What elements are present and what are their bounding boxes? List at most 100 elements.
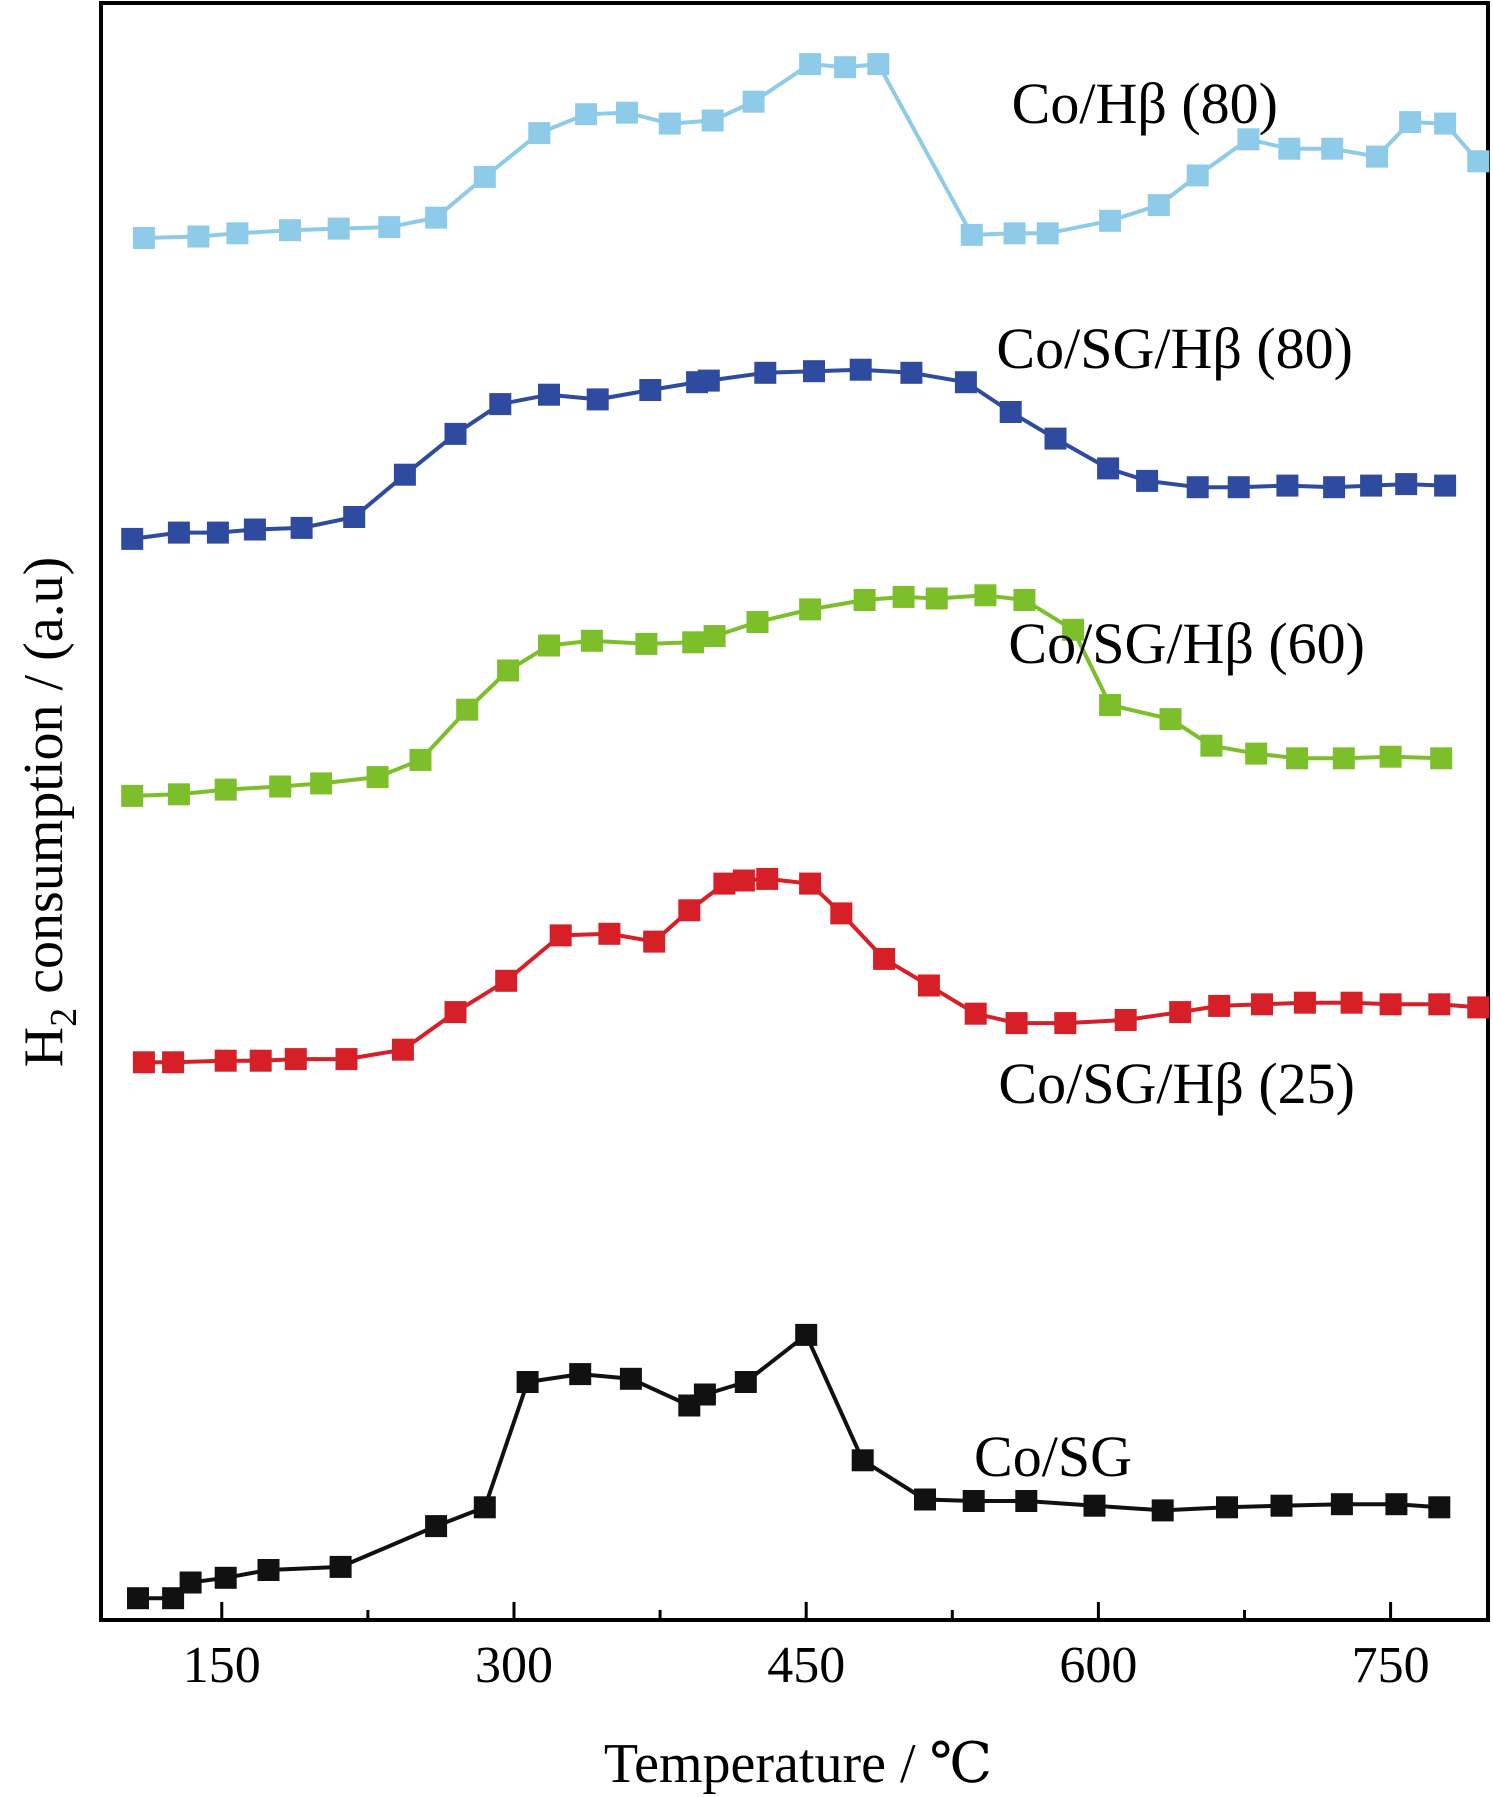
data-point <box>1379 745 1402 768</box>
data-point <box>1216 1496 1238 1519</box>
data-point <box>425 206 448 229</box>
data-point <box>214 1566 237 1589</box>
data-point <box>1036 222 1059 245</box>
data-point <box>598 922 621 945</box>
data-point <box>1097 457 1120 480</box>
data-point <box>742 90 765 113</box>
data-point <box>249 1049 272 1072</box>
data-point <box>575 103 598 126</box>
data-point <box>697 369 720 392</box>
series-label: Co/SG/Hβ (60) <box>1008 611 1365 676</box>
data-point <box>206 521 229 544</box>
data-point <box>538 383 560 406</box>
data-point <box>851 1449 874 1472</box>
y-axis-title-h: H <box>13 1027 75 1067</box>
data-point <box>1321 137 1344 160</box>
data-point <box>1276 474 1299 497</box>
data-point <box>1251 993 1273 1016</box>
data-point <box>954 371 977 394</box>
data-point <box>1186 164 1209 187</box>
x-axis-ticks: 150 300 450 600 750 <box>183 1602 1430 1694</box>
data-point <box>378 216 401 239</box>
data-point <box>179 1571 202 1594</box>
x-tick-label: 750 <box>1352 1637 1430 1694</box>
data-point <box>962 1490 985 1512</box>
data-point <box>1208 994 1231 1017</box>
data-point <box>425 1515 448 1538</box>
data-point <box>327 217 350 240</box>
data-point <box>1467 150 1490 173</box>
data-point <box>409 748 432 771</box>
data-point <box>1003 222 1026 245</box>
data-point <box>1467 996 1490 1019</box>
data-point <box>335 1048 358 1071</box>
data-point <box>1430 747 1453 770</box>
data-point <box>444 422 467 445</box>
data-point <box>830 902 853 925</box>
series-2 <box>121 584 1453 807</box>
data-point <box>162 1051 185 1074</box>
data-point <box>456 698 479 721</box>
data-point <box>516 1371 539 1393</box>
data-point <box>756 867 779 890</box>
series-labels: Co/Hβ (80) Co/SG/Hβ (80) Co/SG/Hβ (60) Co/S… <box>974 71 1365 1489</box>
data-point <box>1428 993 1451 1016</box>
data-point <box>269 775 292 798</box>
data-point <box>310 772 333 795</box>
data-point <box>393 463 416 486</box>
data-point <box>127 1587 149 1610</box>
series-label: Co/SG/Hβ (25) <box>998 1051 1355 1116</box>
data-point <box>746 611 769 633</box>
data-point <box>121 527 144 550</box>
plot-frame <box>99 1 1490 1622</box>
data-point <box>960 223 983 246</box>
data-point <box>682 631 705 654</box>
data-point <box>1083 1494 1106 1517</box>
data-point <box>329 1555 352 1578</box>
data-point <box>167 783 190 806</box>
data-point <box>187 225 210 248</box>
x-tick-label: 600 <box>1059 1637 1137 1694</box>
data-point <box>1159 708 1182 731</box>
data-point <box>1428 1496 1451 1519</box>
series-line <box>143 876 1479 1065</box>
data-point <box>853 589 876 611</box>
data-point <box>214 1049 237 1072</box>
data-point <box>1044 427 1067 450</box>
data-point <box>635 632 658 655</box>
data-point <box>900 361 923 384</box>
data-point <box>1293 991 1316 1014</box>
data-point <box>586 388 609 411</box>
data-point <box>914 1488 936 1511</box>
y-axis-title-subscript: 2 <box>43 1008 85 1027</box>
data-point <box>1013 589 1036 611</box>
data-point <box>343 506 366 528</box>
data-point <box>974 584 997 607</box>
data-point <box>366 766 389 789</box>
data-point <box>658 112 681 135</box>
data-point <box>713 872 736 895</box>
data-point <box>1323 476 1346 499</box>
data-point <box>964 1002 987 1025</box>
data-point <box>214 778 237 801</box>
data-point <box>703 625 726 648</box>
data-point <box>1151 1499 1174 1522</box>
data-point <box>732 869 755 892</box>
series-1 <box>121 358 1457 550</box>
data-point <box>1227 476 1250 499</box>
y-axis-title: H2 consumption / (a.u) <box>13 557 85 1068</box>
data-point <box>1340 991 1363 1014</box>
data-point <box>290 516 313 539</box>
data-point <box>867 53 890 76</box>
data-point <box>444 1001 467 1024</box>
data-point <box>803 360 825 383</box>
data-point <box>1332 747 1355 770</box>
data-point <box>1186 476 1209 499</box>
data-point <box>616 101 638 124</box>
data-point <box>799 872 822 895</box>
data-point <box>226 222 249 245</box>
data-point <box>1054 1012 1077 1035</box>
data-point <box>619 1367 642 1390</box>
series-label: Co/SG <box>974 1424 1132 1489</box>
